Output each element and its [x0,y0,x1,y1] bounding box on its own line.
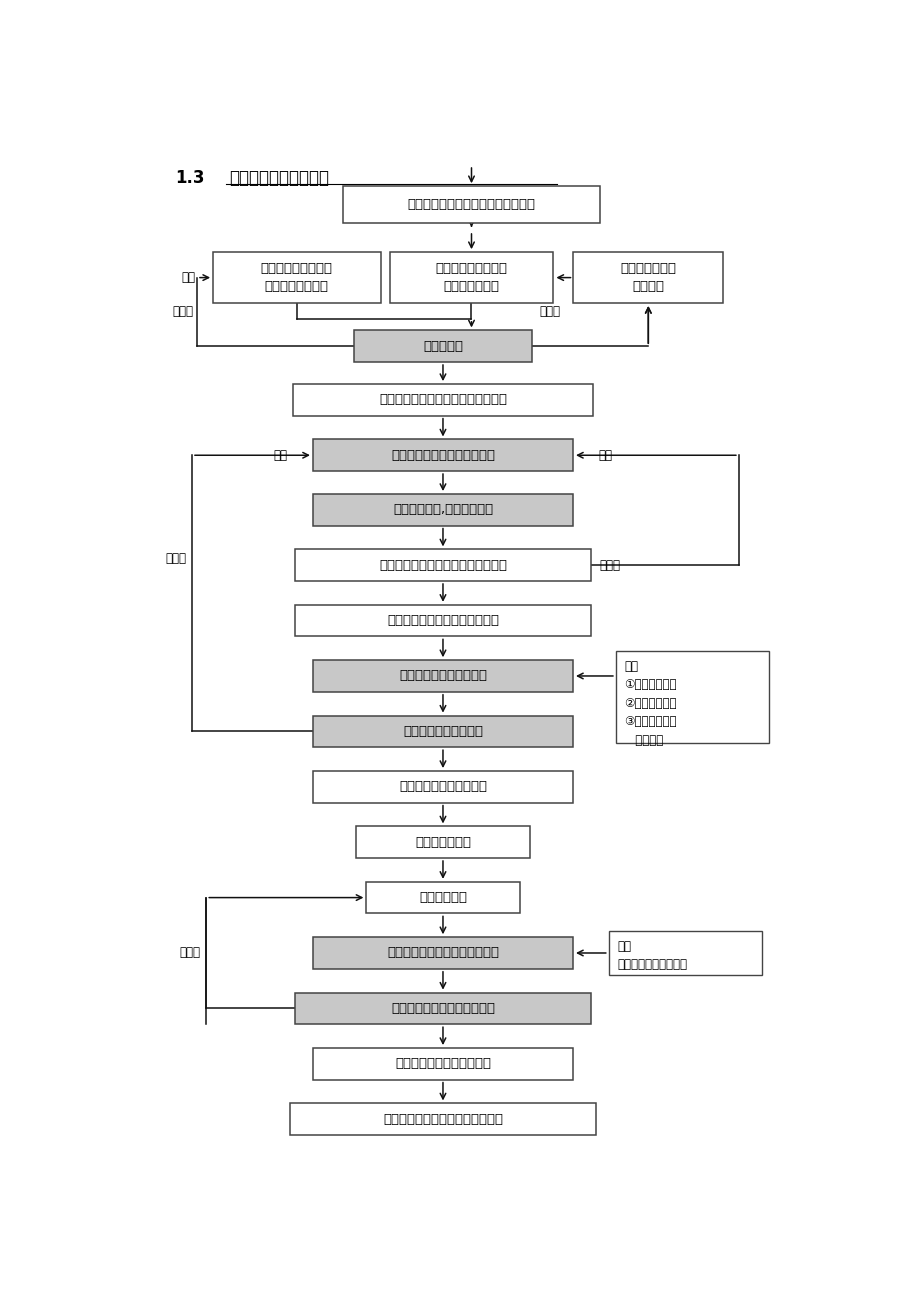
Bar [354,331,531,362]
Bar [213,253,380,303]
Text: 监理人员进行分部工程预验收: 监理人员进行分部工程预验收 [391,1003,494,1014]
Text: 下一道工序施工: 下一道工序施工 [414,836,471,849]
Bar [573,253,722,303]
Text: 不合格: 不合格 [539,306,560,319]
Text: 整理监理资料，编制监理工作总结。: 整理监理资料，编制监理工作总结。 [407,198,535,211]
Text: 施工单位填报工程报验单: 施工单位填报工程报验单 [399,669,486,682]
Text: 参加建设单位组织的分部工程验收: 参加建设单位组织的分部工程验收 [382,1113,503,1126]
Text: 施工单位申报材料合
格证、复验报告: 施工单位申报材料合 格证、复验报告 [435,262,507,293]
Text: 施工单位申报分项、
分部工程施工方案: 施工单位申报分项、 分部工程施工方案 [260,262,333,293]
Bar [312,493,573,526]
Text: 施工阶段质量控制程序: 施工阶段质量控制程序 [229,169,329,187]
Text: 不合格: 不合格 [599,559,619,572]
Bar [312,771,573,802]
Text: 施工单位对分项、隐蔽工程自检: 施工单位对分项、隐蔽工程自检 [387,615,498,628]
Bar [312,937,573,969]
Text: 施工单位分部、分项工程施工: 施工单位分部、分项工程施工 [391,449,494,462]
Bar [295,549,590,581]
Text: 整改: 整改 [597,449,611,462]
Bar [295,992,590,1025]
Bar [312,716,573,747]
Bar [312,439,573,471]
Bar [389,253,553,303]
Text: 附：
分部工程质量验收资料: 附： 分部工程质量验收资料 [617,940,686,971]
Text: 监理见证取样,监督施工试验: 监理见证取样,监督施工试验 [392,504,493,517]
Text: 分部工程完成: 分部工程完成 [418,891,467,904]
Bar [312,1048,573,1079]
Text: 整改: 整改 [274,449,288,462]
Bar [366,881,519,914]
Bar [608,931,761,975]
Bar [295,604,590,637]
Text: 施工单位填写分部工程验收报告: 施工单位填写分部工程验收报告 [387,947,498,960]
Text: 不合格: 不合格 [179,947,200,960]
Text: 监理人员抒查工程质量: 监理人员抒查工程质量 [403,725,482,738]
Text: 整改: 整改 [181,271,195,284]
Text: 不合格: 不合格 [165,552,186,565]
Text: 不合格: 不合格 [172,306,193,319]
Bar [289,1103,596,1135]
Bar [293,384,592,415]
Text: 附：
①工程隐检资料
②质量保证资料
③分项工程质量
   评定资料: 附： ①工程隐检资料 ②质量保证资料 ③分项工程质量 评定资料 [624,660,676,747]
Text: 在工程报验单上签署意见: 在工程报验单上签署意见 [399,780,486,793]
Bar [356,827,529,858]
Text: 1.3: 1.3 [176,169,205,187]
Bar [312,660,573,691]
Bar [615,651,768,743]
Text: 加倍复试或责令
材料退场: 加倍复试或责令 材料退场 [619,262,675,293]
Text: 监理人员编写质量评估报告: 监理人员编写质量评估报告 [394,1057,491,1070]
Text: 监理组审核: 监理组审核 [423,340,462,353]
Text: 监理人员审批开工申请、下达开工令: 监理人员审批开工申请、下达开工令 [379,393,506,406]
Bar [343,186,599,223]
Text: 监理工程师现场检查及审查试验报告: 监理工程师现场检查及审查试验报告 [379,559,506,572]
